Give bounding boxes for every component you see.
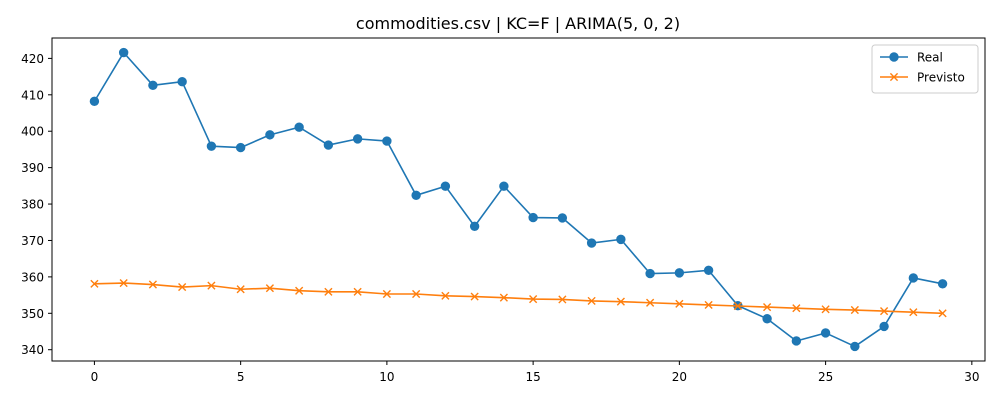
data-point-previsto (587, 296, 596, 306)
x-tick-label: 15 (525, 370, 540, 384)
data-point-previsto (207, 281, 216, 290)
data-point-previsto (938, 309, 947, 318)
data-point-real (323, 140, 334, 150)
data-point-previsto (763, 303, 772, 312)
data-point-real (762, 314, 772, 324)
axes: 0 5 10 15 20 25 30 340 350 360 370 380 390 400 410 420 (21, 37, 986, 384)
legend-marker-real (889, 52, 899, 62)
data-point-real (616, 234, 626, 245)
y-tick-label: 420 (21, 52, 44, 66)
data-point-previsto (821, 305, 830, 314)
data-point-real (645, 268, 655, 279)
legend-marker-previsto (889, 72, 899, 82)
data-point-real (440, 181, 451, 191)
y-tick-label: 380 (21, 198, 44, 212)
y-tick-label: 340 (21, 343, 44, 357)
data-point-previsto (909, 308, 918, 317)
data-point-previsto (529, 295, 538, 304)
data-point-previsto (733, 301, 742, 311)
data-point-previsto (880, 307, 889, 316)
data-point-previsto (646, 298, 655, 307)
data-point-real (411, 190, 421, 201)
data-point-real (177, 76, 187, 87)
data-point-previsto (675, 299, 684, 308)
data-point-real (148, 80, 158, 91)
axes-frame (51, 37, 986, 362)
data-point-previsto (616, 297, 625, 306)
data-point-previsto (704, 300, 713, 310)
data-point-real (703, 265, 714, 276)
x-tick-label: 5 (237, 370, 245, 384)
data-point-real (791, 336, 802, 346)
data-point-previsto (178, 282, 187, 292)
data-point-real (557, 213, 568, 223)
data-point-real (586, 238, 597, 248)
data-point-real (850, 341, 860, 352)
series-line-previsto (94, 282, 943, 315)
data-point-real (352, 134, 363, 144)
data-point-previsto (324, 287, 333, 296)
data-point-previsto (470, 292, 479, 301)
data-point-real (382, 136, 392, 146)
data-point-real (674, 268, 685, 278)
data-point-previsto (119, 278, 128, 288)
data-point-real (820, 328, 831, 338)
data-point-previsto (558, 295, 567, 304)
data-point-previsto (441, 291, 450, 300)
data-point-previsto (148, 280, 157, 289)
data-point-real (937, 279, 948, 289)
x-tick-label: 0 (91, 370, 99, 384)
data-point-previsto (295, 286, 304, 295)
data-point-real (469, 221, 480, 231)
y-tick-label: 370 (21, 234, 44, 248)
data-point-real (118, 47, 129, 58)
data-point-real (294, 122, 304, 132)
x-tick-label: 10 (379, 370, 394, 384)
data-point-previsto (353, 287, 362, 296)
data-point-real (206, 141, 217, 151)
data-point-real (908, 273, 919, 283)
x-tick-label: 25 (818, 370, 833, 384)
data-point-real (499, 181, 509, 191)
data-point-previsto (412, 289, 421, 299)
data-point-previsto (792, 304, 801, 313)
y-tick-label: 360 (21, 270, 44, 284)
data-point-previsto (850, 305, 859, 315)
data-point-real (89, 96, 100, 107)
data-point-real (265, 130, 275, 140)
data-point-previsto (265, 284, 274, 293)
series-line-real (93, 51, 943, 348)
legend-label-previsto: Previsto (917, 71, 965, 85)
chart-title: commodities.csv | KC=F | ARIMA(5, 0, 2) (356, 14, 680, 33)
plot-area (89, 47, 948, 352)
y-tick-label: 410 (21, 88, 44, 102)
x-tick-label: 20 (672, 370, 687, 384)
y-tick-label: 350 (21, 307, 44, 321)
x-tick-label: 30 (964, 370, 979, 384)
data-point-previsto (90, 279, 99, 288)
y-tick-label: 390 (21, 161, 44, 175)
legend-label-real: Real (917, 51, 943, 65)
y-tick-label: 400 (21, 125, 44, 139)
legend: Real Previsto (871, 44, 979, 94)
data-point-real (235, 142, 246, 153)
data-point-real (528, 212, 538, 223)
data-point-previsto (499, 293, 508, 302)
data-point-real (879, 321, 889, 332)
data-point-previsto (382, 289, 391, 299)
data-point-previsto (236, 285, 245, 294)
